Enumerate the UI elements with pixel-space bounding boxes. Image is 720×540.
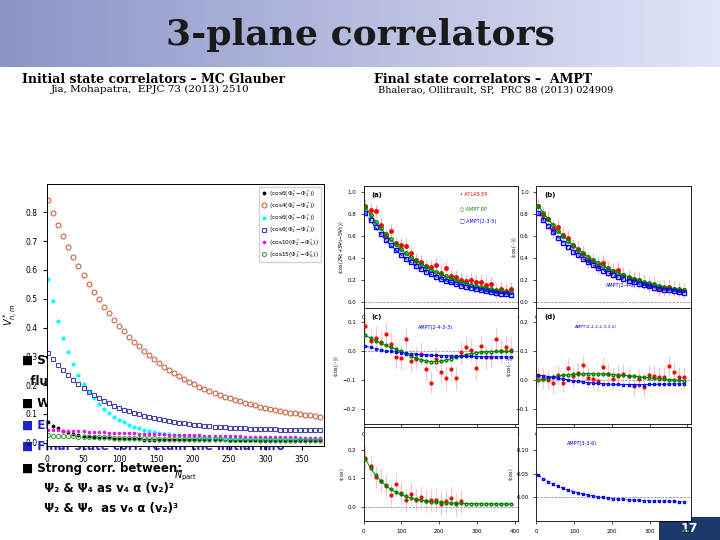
Text: AMPT(2-4-3-3): AMPT(2-4-3-3) [418, 325, 453, 330]
$\langle{\rm cos}6(\Phi_2^*{-}\Phi_3^*)\rangle$ [109, 413, 118, 420]
$\langle{\rm cos}10(\Phi_2^*{-}\Phi_5^*)\rangle$ [311, 435, 320, 441]
Text: ■ Weak corr. between Φ₂ and Φ₃: ■ Weak corr. between Φ₂ and Φ₃ [22, 397, 236, 410]
Y-axis label: $\langle\cos(2\Psi_2{+}3\Psi_3{-}5\Psi_5)\rangle$: $\langle\cos(2\Psi_2{+}3\Psi_3{-}5\Psi_5… [337, 220, 346, 274]
X-axis label: $\langle N_{\rm part}\rangle$: $\langle N_{\rm part}\rangle$ [432, 539, 450, 540]
$\langle{\rm cos}15(\Phi_3^*{-}\Phi_6^*)\rangle$ [94, 434, 103, 441]
$\langle{\rm cos}6(\Phi_2^*{-}\Phi_3^*)\rangle$ [145, 428, 153, 434]
Bar [659, 517, 720, 540]
$\langle{\rm cos}6(\Phi_3^*{-}\Phi_2^*)\rangle$ [74, 431, 83, 438]
Y-axis label: $V^*_{n,m}$: $V^*_{n,m}$ [2, 303, 20, 326]
$\langle{\rm cos}15(\Phi_3^*{-}\Phi_6^*)\rangle$ [316, 437, 325, 443]
Line: $\langle{\rm cos}4(\Phi_2^*{-}\Phi_4^*)\rangle$: $\langle{\rm cos}4(\Phi_2^*{-}\Phi_4^*)\… [46, 198, 323, 419]
$\langle{\rm cos}4(\Phi_2^*{-}\Phi_4^*)\rangle$ [44, 197, 53, 204]
Text: ○ AMPT EP: ○ AMPT EP [459, 206, 486, 211]
Text: (a): (a) [372, 192, 382, 198]
Bar [0, 68, 720, 540]
Text: 17: 17 [680, 522, 698, 535]
$\langle{\rm cos}6(\Phi_2^*{-}\Phi_3^*)\rangle$ [316, 435, 325, 442]
$\langle{\rm cos}10(\Phi_2^*{-}\Phi_5^*)\rangle$ [109, 429, 118, 436]
Line: $\langle{\rm cos}15(\Phi_3^*{-}\Phi_6^*)\rangle$: $\langle{\rm cos}15(\Phi_3^*{-}\Phi_6^*)… [46, 434, 323, 442]
Text: Jia, Mohapatra,  EPJC 73 (2013) 2510: Jia, Mohapatra, EPJC 73 (2013) 2510 [50, 85, 249, 94]
Text: 3-plane correlators: 3-plane correlators [166, 18, 554, 52]
Text: (b): (b) [544, 192, 556, 198]
$\langle{\rm cos}4(\Phi_2^*{-}\Phi_4^*)\rangle$ [74, 263, 83, 269]
Text: ■ Strong  corr. between Φ₂ and Φ₄  from: ■ Strong corr. between Φ₂ and Φ₄ from [22, 354, 288, 367]
Line: $\langle{\rm cos}10(\Phi_2^*{-}\Phi_5^*)\rangle$: $\langle{\rm cos}10(\Phi_2^*{-}\Phi_5^*)… [46, 428, 323, 440]
$\langle{\rm cos}10(\Phi_2^*{-}\Phi_5^*)\rangle$ [74, 428, 83, 435]
Text: Bhalerao, Ollitrault, SP,  PRC 88 (2013) 024909: Bhalerao, Ollitrault, SP, PRC 88 (2013) … [378, 85, 613, 94]
$\langle{\rm cos}6(\Phi_3^*{-}\Phi_3^*)\rangle$ [109, 402, 118, 409]
$\langle{\rm cos}6(\Phi_3^*{-}\Phi_3^*)\rangle$ [44, 349, 53, 356]
Y-axis label: $\langle{\rm cos}\rangle$: $\langle{\rm cos}\rangle$ [338, 467, 346, 481]
Text: ■ Strong corr. between:: ■ Strong corr. between: [22, 462, 181, 475]
Text: Ψ₂ & Ψ₄ as v₄ α (v₂)²: Ψ₂ & Ψ₄ as v₄ α (v₂)² [36, 482, 174, 495]
$\langle{\rm cos}15(\Phi_3^*{-}\Phi_6^*)\rangle$ [311, 437, 320, 443]
X-axis label: $\langle N_{\rm part}\rangle$: $\langle N_{\rm part}\rangle$ [605, 539, 623, 540]
X-axis label: $\langle N_{\rm part}\rangle$: $\langle N_{\rm part}\rangle$ [605, 442, 623, 453]
Text: □ AMPT(2-3-5): □ AMPT(2-3-5) [459, 219, 496, 224]
$\langle{\rm cos}10(\Phi_2^*{-}\Phi_5^*)\rangle$ [94, 429, 103, 435]
Y-axis label: $\langle\cos(\cdots)\rangle$: $\langle\cos(\cdots)\rangle$ [332, 355, 341, 377]
$\langle{\rm cos}10(\Phi_2^*{-}\Phi_5^*)\rangle$ [316, 435, 325, 441]
Text: Initial state correlators – MC Glauber: Initial state correlators – MC Glauber [22, 73, 284, 86]
Text: (c): (c) [372, 314, 382, 320]
X-axis label: $\langle N_{\rm part}\rangle$: $\langle N_{\rm part}\rangle$ [432, 442, 450, 453]
$\langle{\rm cos}6(\Phi_2^*{-}\Phi_3^*)\rangle$ [74, 372, 83, 378]
$\langle{\rm cos}6(\Phi_3^*{-}\Phi_2^*)\rangle$ [316, 437, 325, 444]
$\langle{\rm cos}6(\Phi_3^*{-}\Phi_3^*)\rangle$ [311, 427, 320, 434]
$\langle{\rm cos}4(\Phi_2^*{-}\Phi_4^*)\rangle$ [145, 352, 153, 359]
Text: ■ Final-state corr. retain the initial info: ■ Final-state corr. retain the initial i… [22, 440, 284, 453]
Line: $\langle{\rm cos}6(\Phi_3^*{-}\Phi_2^*)\rangle$: $\langle{\rm cos}6(\Phi_3^*{-}\Phi_2^*)\… [46, 420, 323, 443]
Text: Final state correlators –  AMPT: Final state correlators – AMPT [374, 73, 593, 86]
$\langle{\rm cos}6(\Phi_3^*{-}\Phi_3^*)\rangle$ [286, 427, 294, 433]
$\langle{\rm cos}6(\Phi_3^*{-}\Phi_2^*)\rangle$ [286, 437, 294, 444]
X-axis label: $N_{\rm part}$: $N_{\rm part}$ [174, 469, 197, 483]
$\langle{\rm cos}4(\Phi_2^*{-}\Phi_4^*)\rangle$ [94, 296, 103, 303]
Y-axis label: $\langle{\rm cos}\rangle$: $\langle{\rm cos}\rangle$ [507, 467, 515, 481]
Text: (d): (d) [544, 314, 556, 320]
$\langle{\rm cos}6(\Phi_3^*{-}\Phi_3^*)\rangle$ [74, 381, 83, 388]
$\langle{\rm cos}6(\Phi_3^*{-}\Phi_2^*)\rangle$ [44, 419, 53, 426]
$\langle{\rm cos}4(\Phi_2^*{-}\Phi_4^*)\rangle$ [316, 414, 325, 420]
$\langle{\rm cos}6(\Phi_2^*{-}\Phi_3^*)\rangle$ [311, 435, 320, 442]
Text: • ATLAS EP: • ATLAS EP [459, 192, 487, 198]
$\langle{\rm cos}15(\Phi_3^*{-}\Phi_6^*)\rangle$ [145, 435, 153, 442]
Y-axis label: $\langle\cos(\cdots)\rangle$: $\langle\cos(\cdots)\rangle$ [505, 355, 514, 377]
$\langle{\rm cos}15(\Phi_3^*{-}\Phi_6^*)\rangle$ [109, 434, 118, 441]
Line: $\langle{\rm cos}6(\Phi_3^*{-}\Phi_3^*)\rangle$: $\langle{\rm cos}6(\Phi_3^*{-}\Phi_3^*)\… [46, 350, 323, 433]
$\langle{\rm cos}15(\Phi_3^*{-}\Phi_6^*)\rangle$ [286, 437, 294, 443]
$\langle{\rm cos}10(\Phi_2^*{-}\Phi_5^*)\rangle$ [44, 427, 53, 433]
Y-axis label: $\langle\cos(\cdots)\rangle$: $\langle\cos(\cdots)\rangle$ [510, 236, 518, 258]
Text: Ψ₂ & Ψ₆  as v₆ α (v₂)³: Ψ₂ & Ψ₆ as v₆ α (v₂)³ [36, 502, 178, 515]
Text: AMPT(2-4-6): AMPT(2-4-6) [606, 284, 636, 288]
$\langle{\rm cos}6(\Phi_3^*{-}\Phi_2^*)\rangle$ [109, 435, 118, 442]
$\langle{\rm cos}6(\Phi_3^*{-}\Phi_3^*)\rangle$ [145, 414, 153, 420]
$\langle{\rm cos}6(\Phi_3^*{-}\Phi_3^*)\rangle$ [316, 427, 325, 434]
$\langle{\rm cos}6(\Phi_3^*{-}\Phi_3^*)\rangle$ [94, 395, 103, 401]
Text: fluctuation & almond shape ε₂: fluctuation & almond shape ε₂ [22, 375, 229, 388]
$\langle{\rm cos}6(\Phi_3^*{-}\Phi_2^*)\rangle$ [145, 436, 153, 443]
$\langle{\rm cos}15(\Phi_3^*{-}\Phi_6^*)\rangle$ [74, 433, 83, 440]
$\langle{\rm cos}6(\Phi_3^*{-}\Phi_2^*)\rangle$ [94, 434, 103, 441]
$\langle{\rm cos}4(\Phi_2^*{-}\Phi_4^*)\rangle$ [109, 316, 118, 323]
Text: AMPT(3-3-6): AMPT(3-3-6) [567, 441, 598, 446]
Text: AMPT(2-2-2-2-3-3-5): AMPT(2-2-2-2-3-3-5) [575, 325, 617, 329]
Line: $\langle{\rm cos}6(\Phi_2^*{-}\Phi_3^*)\rangle$: $\langle{\rm cos}6(\Phi_2^*{-}\Phi_3^*)\… [45, 276, 323, 441]
$\langle{\rm cos}10(\Phi_2^*{-}\Phi_5^*)\rangle$ [145, 431, 153, 437]
$\langle{\rm cos}6(\Phi_3^*{-}\Phi_2^*)\rangle$ [311, 437, 320, 444]
Legend: $\langle{\rm cos}6(\Phi_3^*{-}\Phi_2^*)\rangle$, $\langle{\rm cos}4(\Phi_2^*{-}\: $\langle{\rm cos}6(\Phi_3^*{-}\Phi_2^*)\… [259, 186, 321, 261]
$\langle{\rm cos}4(\Phi_2^*{-}\Phi_4^*)\rangle$ [286, 409, 294, 416]
$\langle{\rm cos}6(\Phi_2^*{-}\Phi_3^*)\rangle$ [44, 275, 53, 282]
$\langle{\rm cos}6(\Phi_2^*{-}\Phi_3^*)\rangle$ [286, 435, 294, 441]
$\langle{\rm cos}15(\Phi_3^*{-}\Phi_6^*)\rangle$ [44, 432, 53, 438]
$\langle{\rm cos}6(\Phi_2^*{-}\Phi_3^*)\rangle$ [94, 401, 103, 407]
$\langle{\rm cos}4(\Phi_2^*{-}\Phi_4^*)\rangle$ [311, 413, 320, 420]
$\langle{\rm cos}10(\Phi_2^*{-}\Phi_5^*)\rangle$ [286, 434, 294, 441]
Text: ■ EP corr. in AMPT agree with data: ■ EP corr. in AMPT agree with data [22, 418, 255, 431]
